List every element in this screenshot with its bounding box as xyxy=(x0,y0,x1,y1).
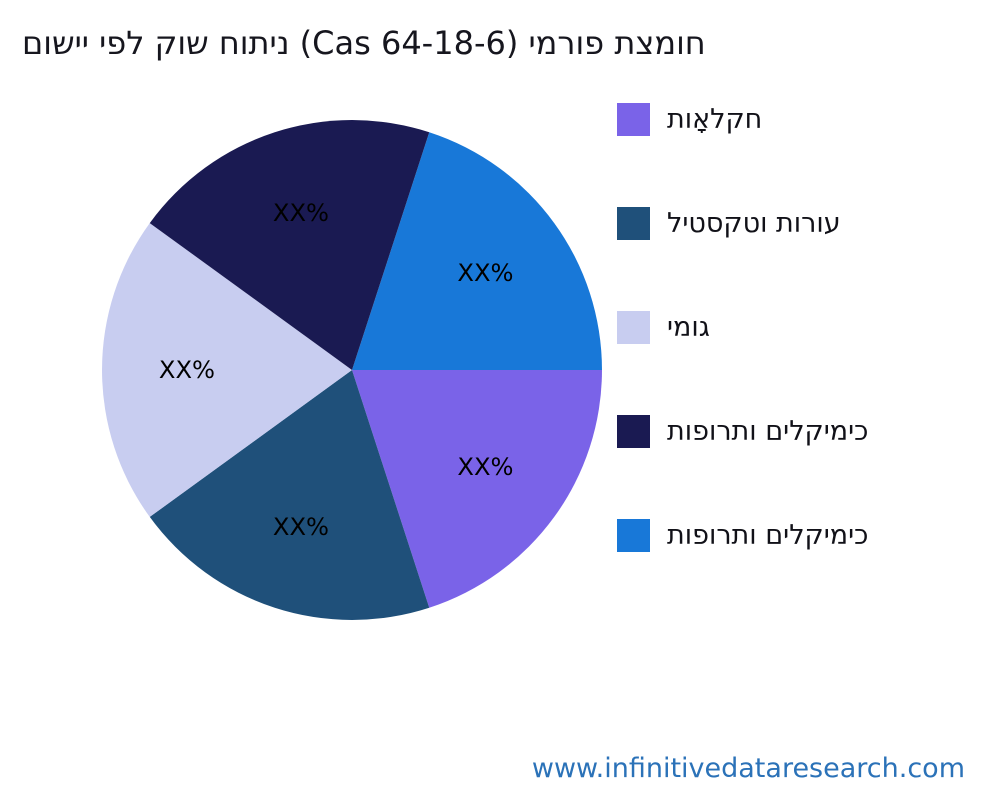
pie-slice-3 xyxy=(102,223,352,517)
pie-slice-percent-label: XX% xyxy=(457,453,513,481)
legend-label: תופורתו םילקימיכ xyxy=(667,415,869,447)
legend-swatch xyxy=(617,206,650,240)
pie-chart-svg: XX% XX% XX% XX% XX% xyxy=(102,120,602,620)
pie-slice-percent-label: XX% xyxy=(273,199,329,227)
pie-slice-0 xyxy=(352,132,602,370)
legend-item-4: תופורתו םילקימיכ xyxy=(617,518,868,552)
legend-swatch xyxy=(617,518,650,552)
pie-slice-4 xyxy=(149,120,430,370)
legend: תואָלקח ליטסקטו תורוע ימוג תופורתו םילקימיכ… xyxy=(617,102,868,622)
legend-item-3: תופורתו םילקימיכ xyxy=(617,414,868,448)
legend-swatch xyxy=(617,102,650,136)
pie-slice-2 xyxy=(149,370,430,620)
pie-chart: XX% XX% XX% XX% XX% xyxy=(100,118,604,622)
legend-label: ימוג xyxy=(667,311,710,343)
legend-swatch xyxy=(617,310,650,344)
legend-label: תואָלקח xyxy=(667,103,763,135)
legend-label: תופורתו םילקימיכ xyxy=(667,519,869,551)
pie-slice-1 xyxy=(352,370,602,608)
pie-slice-percent-label: XX% xyxy=(457,259,513,287)
legend-item-0: תואָלקח xyxy=(617,102,868,136)
legend-item-2: ימוג xyxy=(617,310,868,344)
pie-slice-percent-label: XX% xyxy=(273,513,329,541)
legend-swatch xyxy=(617,414,650,448)
pie-slice-percent-label: XX% xyxy=(159,356,215,384)
legend-item-1: ליטסקטו תורוע xyxy=(617,206,868,240)
chart-title: םושיי יפל קוש חותינ (Cas 64-18-6) ימרופ … xyxy=(22,24,706,62)
legend-label: ליטסקטו תורוע xyxy=(667,207,841,239)
watermark-url: www.infinitivedataresearch.com xyxy=(531,753,965,784)
